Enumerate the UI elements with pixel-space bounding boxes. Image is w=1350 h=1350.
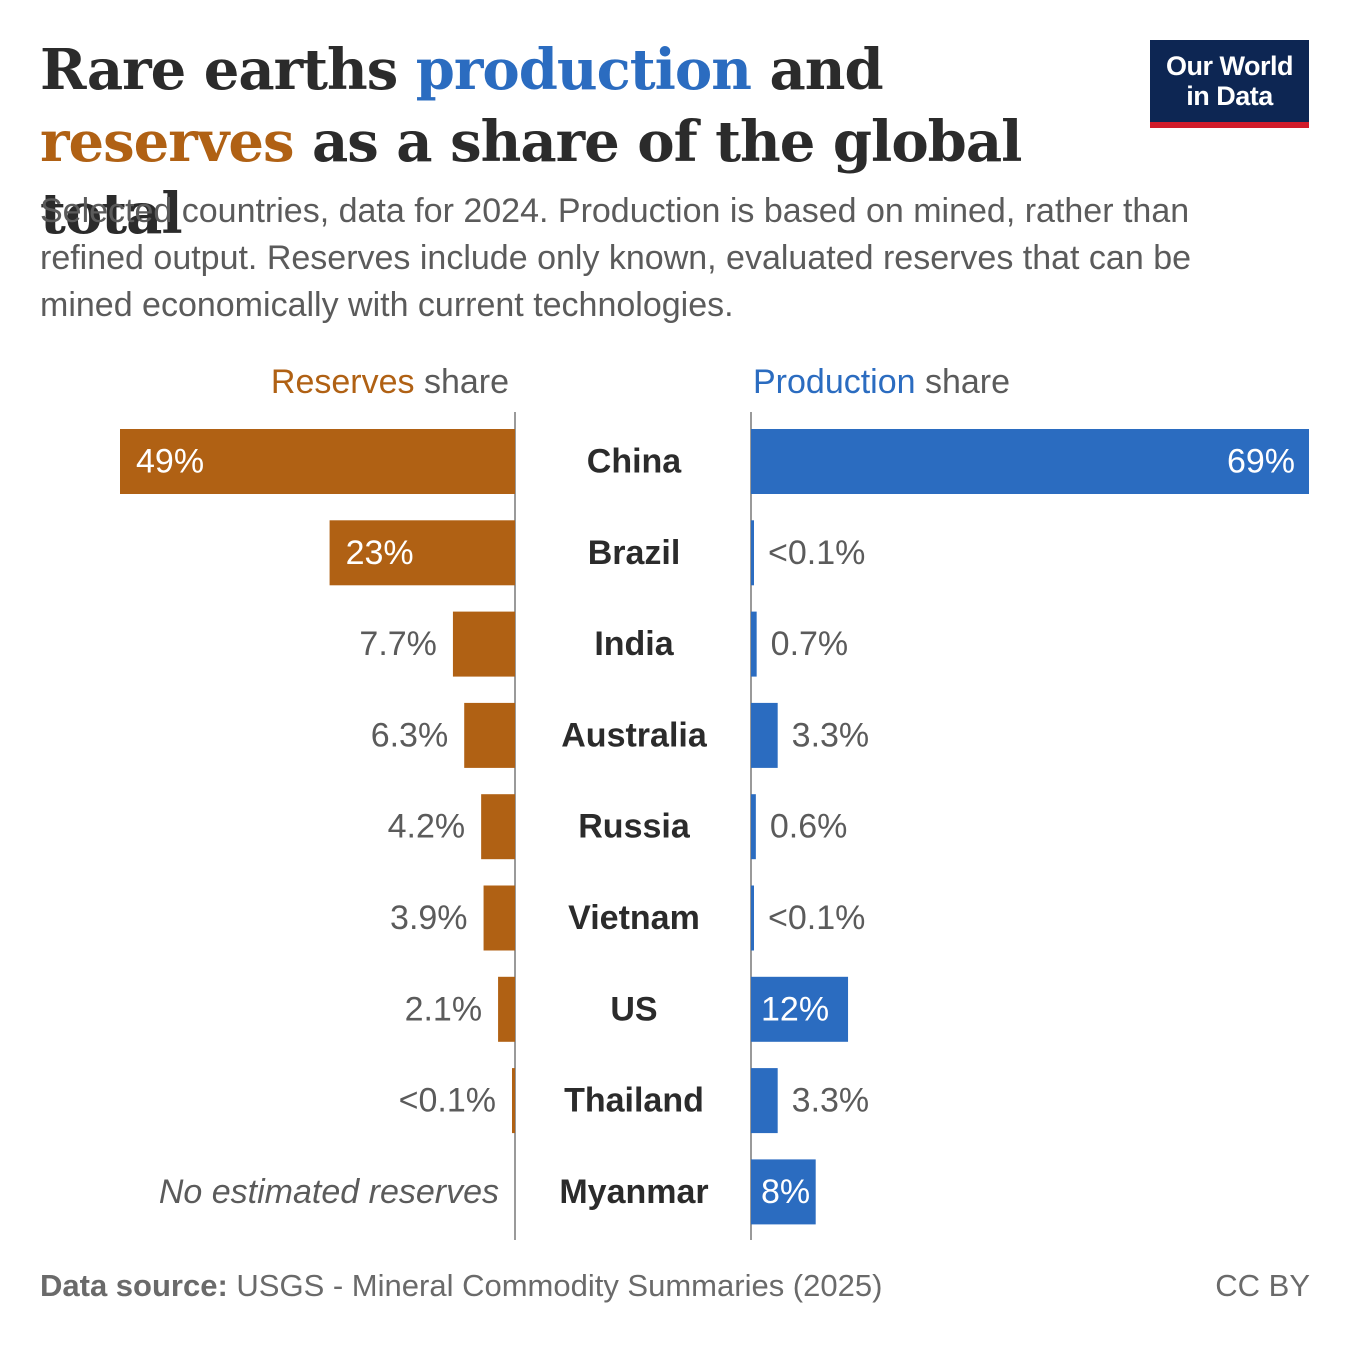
- logo-line-1: Our World: [1166, 51, 1294, 81]
- title-production-word: production: [415, 37, 752, 103]
- reserves-bar-vietnam[interactable]: [483, 885, 515, 951]
- reserves-header-suffix: share: [415, 363, 510, 401]
- owid-logo[interactable]: Our World in Data: [1150, 40, 1309, 128]
- production-bar-brazil[interactable]: [751, 520, 754, 586]
- production-value-label-china: 69%: [1227, 443, 1295, 481]
- license-link[interactable]: CC BY: [1215, 1268, 1310, 1303]
- category-label-russia: Russia: [578, 808, 691, 846]
- data-source: Data source: USGS - Mineral Commodity Su…: [40, 1268, 882, 1303]
- production-header: Production share: [753, 363, 1010, 401]
- reserves-bar-india[interactable]: [452, 611, 515, 677]
- production-bar-vietnam[interactable]: [751, 885, 754, 951]
- data-source-text[interactable]: USGS - Mineral Commodity Summaries (2025…: [227, 1268, 883, 1303]
- production-value-label-thailand: 3.3%: [792, 1082, 870, 1120]
- chart-footer: Data source: USGS - Mineral Commodity Su…: [40, 1268, 1310, 1304]
- reserves-value-label-us: 2.1%: [405, 990, 483, 1028]
- title-part-2: and: [750, 37, 883, 103]
- reserves-bar-china[interactable]: [120, 429, 515, 494]
- category-label-brazil: Brazil: [588, 534, 681, 572]
- reserves-value-label-vietnam: 3.9%: [390, 899, 468, 937]
- production-value-label-russia: 0.6%: [770, 808, 848, 846]
- production-bar-us[interactable]: [751, 976, 849, 1042]
- category-label-myanmar: Myanmar: [559, 1173, 708, 1211]
- reserves-value-label-australia: 6.3%: [371, 716, 449, 754]
- reserves-header-name: Reserves: [271, 363, 415, 401]
- data-source-label: Data source:: [40, 1268, 228, 1303]
- production-header-name: Production: [753, 363, 916, 401]
- production-value-label-australia: 3.3%: [792, 716, 870, 754]
- reserves-value-label-brazil: 23%: [346, 534, 414, 572]
- reserves-value-label-india: 7.7%: [359, 625, 437, 663]
- chart-title: Rare earths production and reserves as a…: [40, 34, 1120, 250]
- reserves-value-label-china: 49%: [136, 443, 204, 481]
- reserves-value-label-russia: 4.2%: [388, 808, 466, 846]
- reserves-value-label-thailand: <0.1%: [399, 1082, 496, 1120]
- production-bar-russia[interactable]: [751, 794, 756, 860]
- category-label-china: China: [587, 443, 683, 481]
- chart-subtitle: Selected countries, data for 2024. Produ…: [40, 192, 1192, 324]
- reserves-note-myanmar: No estimated reserves: [159, 1173, 499, 1211]
- category-label-us: US: [610, 990, 657, 1028]
- reserves-bar-brazil[interactable]: [329, 520, 515, 586]
- logo-line-2: in Data: [1186, 81, 1273, 111]
- production-header-suffix: share: [916, 363, 1011, 401]
- production-bar-myanmar[interactable]: [751, 1159, 816, 1225]
- production-value-label-us: 12%: [761, 990, 829, 1028]
- production-bar-thailand[interactable]: [751, 1068, 778, 1134]
- production-value-label-brazil: <0.1%: [768, 534, 865, 572]
- reserves-bar-australia[interactable]: [464, 702, 515, 768]
- title-part-3: as a share of the global total: [40, 109, 1022, 247]
- category-label-vietnam: Vietnam: [568, 899, 700, 937]
- reserves-bar-thailand[interactable]: [512, 1068, 515, 1134]
- category-label-australia: Australia: [561, 716, 708, 754]
- production-bar-china[interactable]: [751, 429, 1309, 494]
- title-part-1: Rare earths: [40, 37, 416, 103]
- category-label-india: India: [594, 625, 674, 663]
- production-value-label-myanmar: 8%: [761, 1173, 810, 1211]
- reserves-bar-russia[interactable]: [481, 794, 515, 860]
- production-bar-india[interactable]: [751, 611, 757, 677]
- production-bar-australia[interactable]: [751, 702, 778, 768]
- production-value-label-india: 0.7%: [771, 625, 849, 663]
- production-value-label-vietnam: <0.1%: [768, 899, 865, 937]
- title-reserves-word: reserves: [40, 109, 294, 175]
- reserves-bar-us[interactable]: [498, 976, 515, 1042]
- reserves-header: Reserves share: [271, 363, 509, 401]
- category-label-thailand: Thailand: [564, 1082, 704, 1120]
